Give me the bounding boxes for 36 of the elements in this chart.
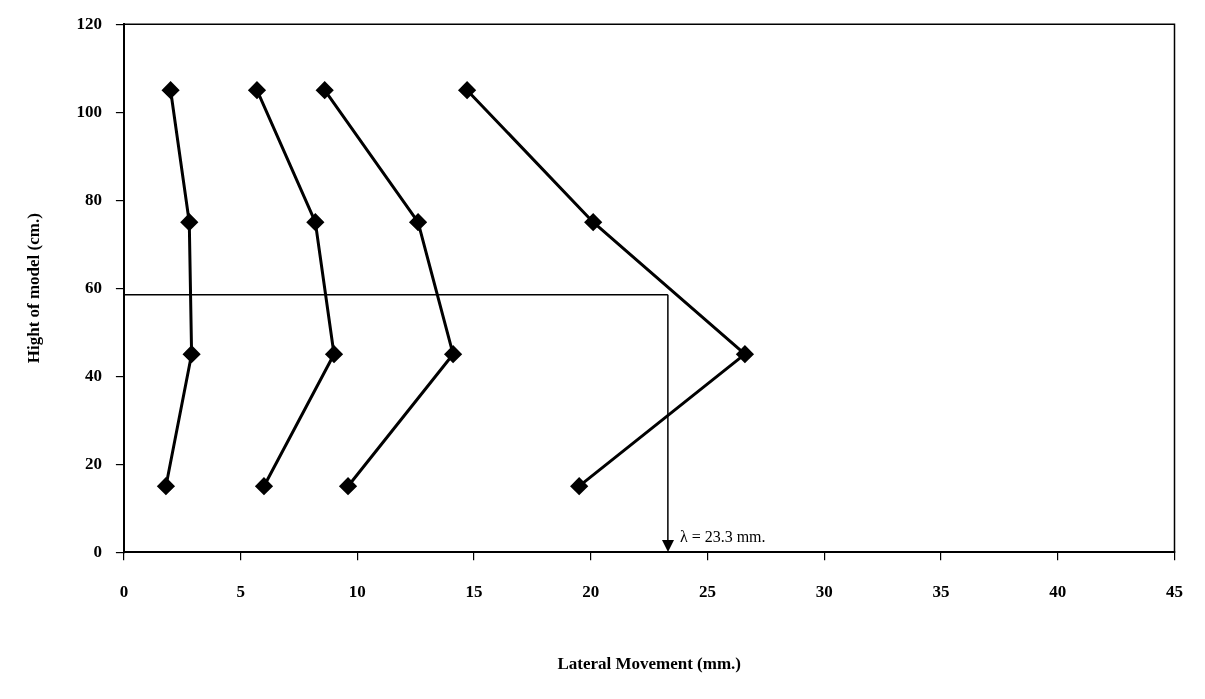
y-tick-label: 40	[84, 365, 102, 385]
y-axis-title: Hight of model (cm.)	[23, 213, 43, 364]
x-tick-label: 25	[699, 581, 717, 601]
point	[325, 345, 343, 363]
y-tick-label: 20	[84, 453, 102, 473]
x-tick-label: 10	[348, 581, 366, 601]
x-tick-label: 40	[1049, 581, 1067, 601]
point	[584, 213, 602, 231]
point	[248, 81, 266, 99]
y-tick-label: 80	[84, 189, 102, 209]
point	[339, 477, 357, 495]
y-tick-label: 60	[84, 277, 102, 297]
point	[736, 345, 754, 363]
x-tick-label: 30	[815, 581, 833, 601]
point	[183, 345, 201, 363]
point	[180, 213, 198, 231]
y-tick-label: 120	[76, 13, 102, 33]
x-axis-title: Lateral Movement (mm.)	[557, 654, 742, 674]
x-tick-label: 45	[1166, 581, 1183, 601]
point	[306, 213, 324, 231]
x-tick-label: 5	[236, 581, 245, 601]
point	[570, 477, 588, 495]
x-tick-label: 35	[932, 581, 950, 601]
point	[444, 345, 462, 363]
point	[255, 477, 273, 495]
x-tick-label: 0	[119, 581, 129, 601]
point	[316, 81, 334, 99]
x-tick-label: 20	[582, 581, 600, 601]
point	[409, 213, 427, 231]
ref-line-label: λ = 23.3 mm.	[679, 528, 766, 546]
point	[162, 81, 180, 99]
point	[458, 81, 476, 99]
x-tick-label: 15	[465, 581, 483, 601]
y-tick-label: 0	[93, 541, 102, 561]
y-tick-label: 100	[76, 101, 102, 121]
point	[157, 477, 175, 495]
